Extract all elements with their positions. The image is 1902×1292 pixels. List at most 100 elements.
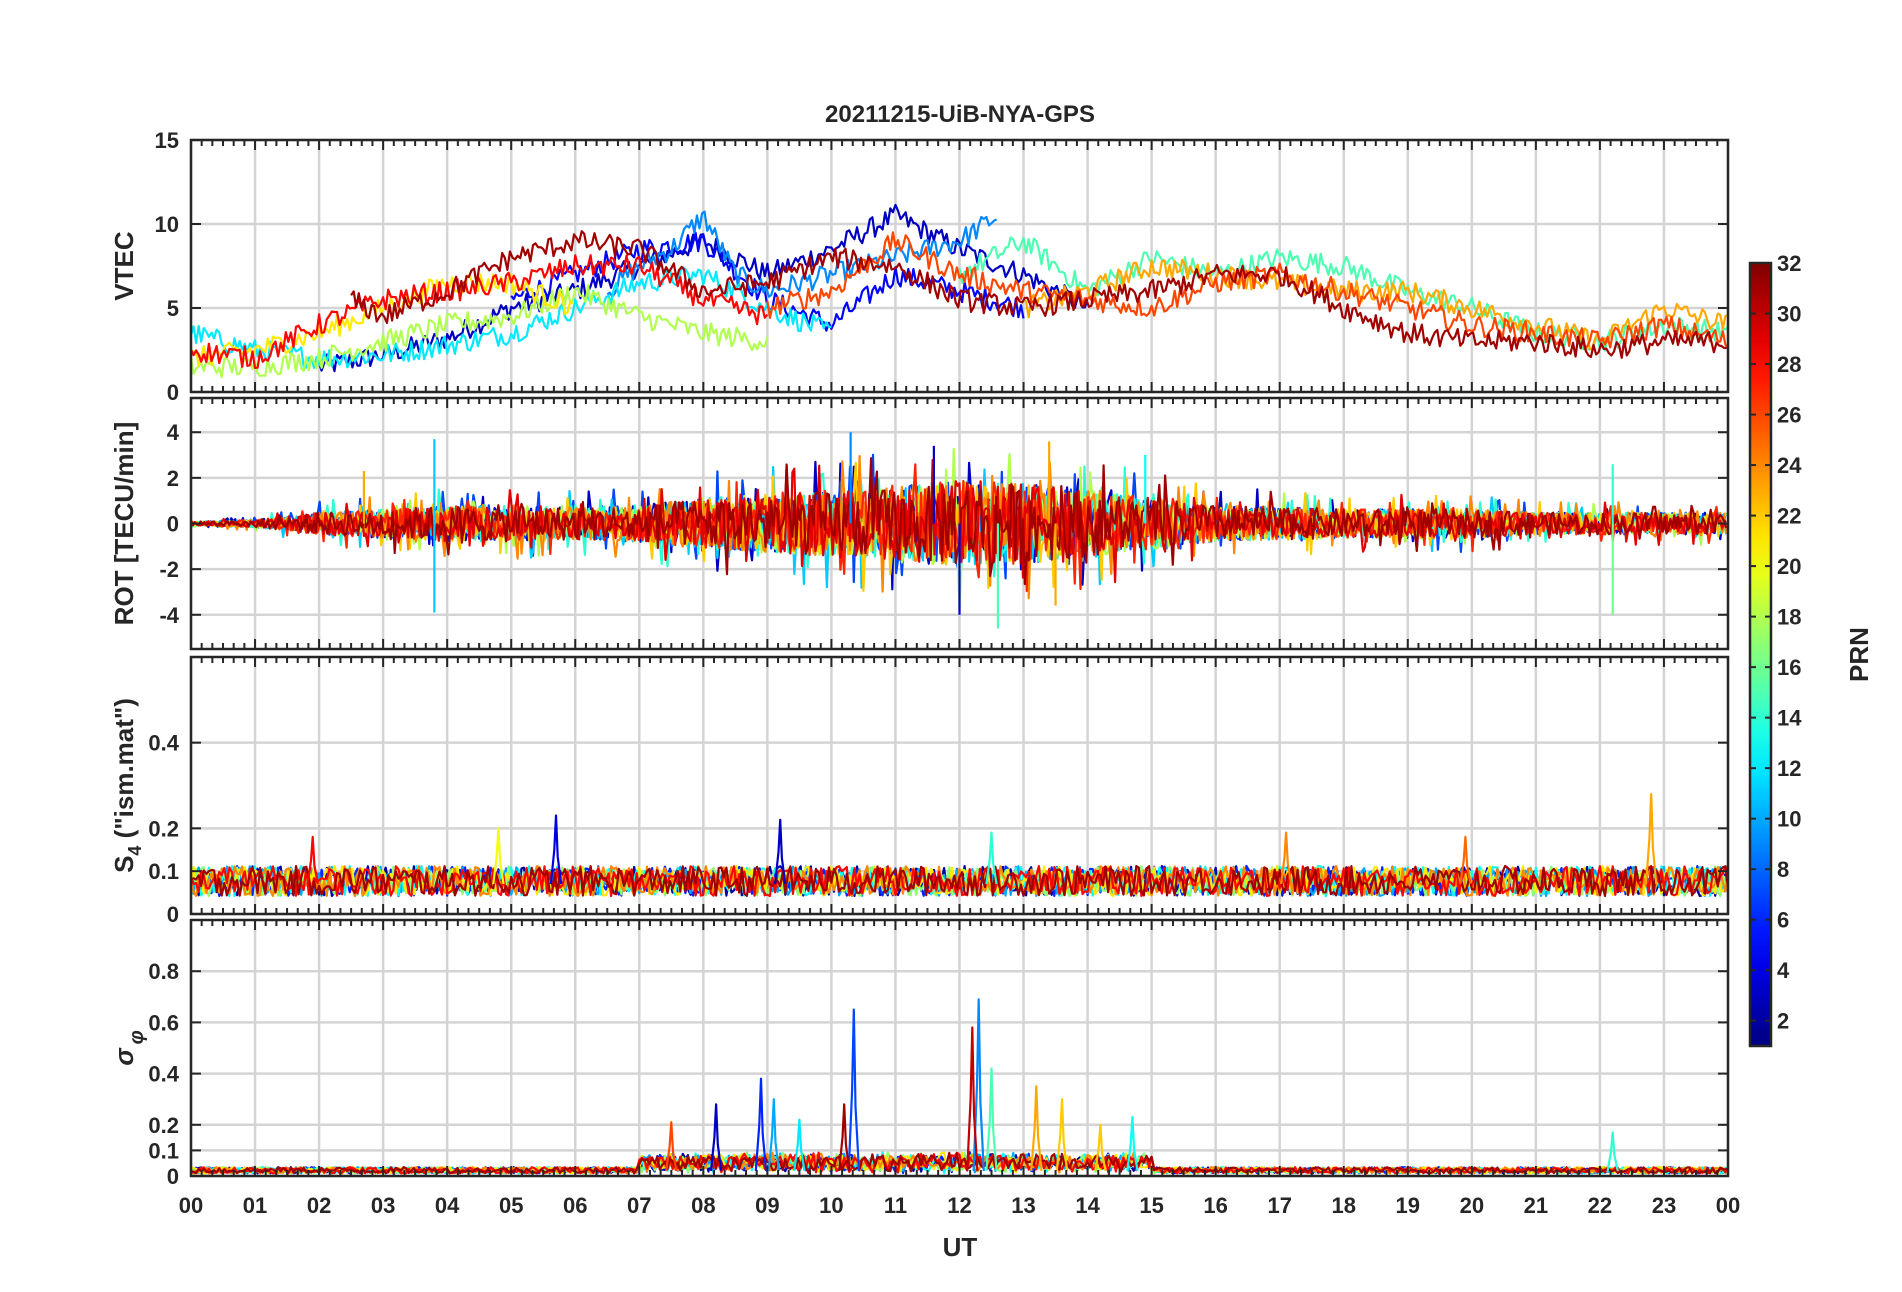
s4-spike: [306, 835, 319, 885]
s4-spike: [985, 831, 998, 885]
colorbar-tick-label: 6: [1777, 908, 1789, 933]
sigma_phi-spike: [847, 1008, 861, 1171]
x-tick-label: 05: [499, 1193, 523, 1218]
y-axis-label: VTEC: [109, 231, 139, 301]
x-tick-label: 22: [1588, 1193, 1612, 1218]
colorbar-tick-label: 32: [1777, 251, 1801, 276]
colorbar-tick-label: 14: [1777, 706, 1802, 731]
y-tick-label: 4: [167, 420, 180, 445]
vtec-series-prn-31: [350, 230, 1727, 359]
vtec-series-prn-28: [191, 254, 769, 369]
y-axis-label: ROT [TECU/min]: [109, 422, 139, 626]
x-tick-label: 00: [179, 1193, 203, 1218]
panel-sigma_phi: 00.10.2 0.4 0.6 0.8 σφ: [109, 918, 1730, 1189]
sigma_phi-spike: [985, 1067, 998, 1171]
colorbar-tick-label: 10: [1777, 807, 1801, 832]
y-axis-label: S4 ("ism.mat"): [109, 698, 145, 873]
traces: [191, 203, 1728, 379]
y-tick-label: -2: [159, 557, 179, 582]
colorbar-gradient: [1750, 263, 1771, 1046]
colorbar-tick-label: 18: [1777, 605, 1801, 630]
x-tick-label: 12: [947, 1193, 971, 1218]
y-tick-label: 0.4: [148, 731, 179, 756]
vtec-series-prn-3: [318, 203, 1089, 373]
x-tick-label: 08: [691, 1193, 715, 1218]
colorbar-tick-label: 28: [1777, 352, 1801, 377]
colorbar-tick-label: 22: [1777, 504, 1801, 529]
x-tick-label: 01: [243, 1193, 267, 1218]
s4-series-prn-31: [191, 864, 1728, 898]
colorbar-tick-label: 30: [1777, 302, 1801, 327]
y-axis-label: σφ: [109, 1030, 148, 1065]
panel-s4: 0 0.1 0.2 0.4S4 ("ism.mat"): [109, 655, 1730, 927]
sigma_phi-spike: [709, 1103, 723, 1172]
vtec-series-prn-18: [191, 284, 769, 379]
s4-spike: [774, 818, 787, 885]
sigma_phi-spike: [1030, 1085, 1043, 1172]
chart-title: 20211215-UiB-NYA-GPS: [825, 101, 1095, 128]
traces: [191, 432, 1728, 629]
x-tick-label: 19: [1396, 1193, 1420, 1218]
y-tick-label: 10: [155, 212, 179, 237]
s4-spike: [1279, 831, 1293, 885]
x-tick-label: 00: [1716, 1193, 1740, 1218]
y-tick-label: 0.2: [148, 816, 179, 841]
colorbar-label: PRN: [1844, 627, 1874, 682]
colorbar-tick-label: 26: [1777, 403, 1801, 428]
y-tick-label: 5: [167, 296, 179, 321]
y-tick-label: 0.1: [148, 859, 179, 884]
s4-spike: [1644, 792, 1658, 885]
sigma_phi-spike: [972, 998, 985, 1171]
y-tick-label: -4: [159, 603, 179, 628]
sigma_phi-spike: [767, 1098, 780, 1172]
vtec-series-prn-9: [606, 210, 998, 298]
x-tick-label: 20: [1460, 1193, 1484, 1218]
colorbar-tick-label: 8: [1777, 857, 1789, 882]
x-tick-label: 11: [884, 1193, 907, 1218]
s4-spike: [492, 827, 505, 885]
y-tick-label: 0: [167, 512, 179, 537]
colorbar-tick-label: 12: [1777, 756, 1801, 781]
s4-spike: [1459, 835, 1472, 885]
traces: [191, 792, 1728, 898]
sigma_phi-spike: [665, 1121, 678, 1172]
sigma_phi-spike: [966, 1026, 979, 1171]
x-tick-label: 18: [1332, 1193, 1356, 1218]
x-tick-label: 04: [435, 1193, 460, 1218]
colorbar-tick-label: 24: [1777, 453, 1802, 478]
x-tick-label: 10: [819, 1193, 843, 1218]
y-tick-label: 0: [167, 380, 179, 405]
sigma_phi-spike: [1606, 1131, 1619, 1172]
y-tick-label: 0.4: [148, 1062, 179, 1087]
sigma_phi-spike: [1126, 1115, 1139, 1172]
sigma_phi-spike: [1094, 1123, 1107, 1172]
y-tick-label: 0.8: [148, 959, 179, 984]
x-axis: 00 01 02 03 04 05 06 07 08 09 10 11 12 13 14 15 16 17 18 19…: [179, 1193, 1740, 1218]
x-tick-label: 13: [1011, 1193, 1035, 1218]
x-tick-label: 09: [755, 1193, 779, 1218]
y-tick-label: 0: [167, 902, 179, 927]
x-tick-label: 03: [371, 1193, 395, 1218]
colorbar-tick-label: 4: [1777, 958, 1790, 983]
y-tick-label: 0.6: [148, 1010, 179, 1035]
x-tick-label: 16: [1203, 1193, 1227, 1218]
panel-rot: -4 -2 0 2 4 ROT [TECU/min]: [109, 396, 1730, 651]
s4-spike: [549, 814, 563, 885]
x-axis-label: UT: [943, 1232, 978, 1262]
colorbar-tick-label: 16: [1777, 655, 1801, 680]
y-tick-label: 0: [167, 1164, 179, 1189]
x-tick-label: 07: [627, 1193, 651, 1218]
sigma_phi-spike: [754, 1077, 768, 1172]
sigma_phi-spike: [838, 1103, 851, 1172]
x-tick-label: 21: [1524, 1193, 1548, 1218]
x-tick-label: 17: [1267, 1193, 1291, 1218]
x-tick-label: 06: [563, 1193, 587, 1218]
y-tick-label: 2: [167, 466, 179, 491]
rot-series-prn-29: [191, 459, 1727, 584]
x-tick-label: 23: [1652, 1193, 1676, 1218]
x-tick-label: 14: [1075, 1193, 1100, 1218]
colorbar-tick-label: 2: [1777, 1009, 1789, 1034]
